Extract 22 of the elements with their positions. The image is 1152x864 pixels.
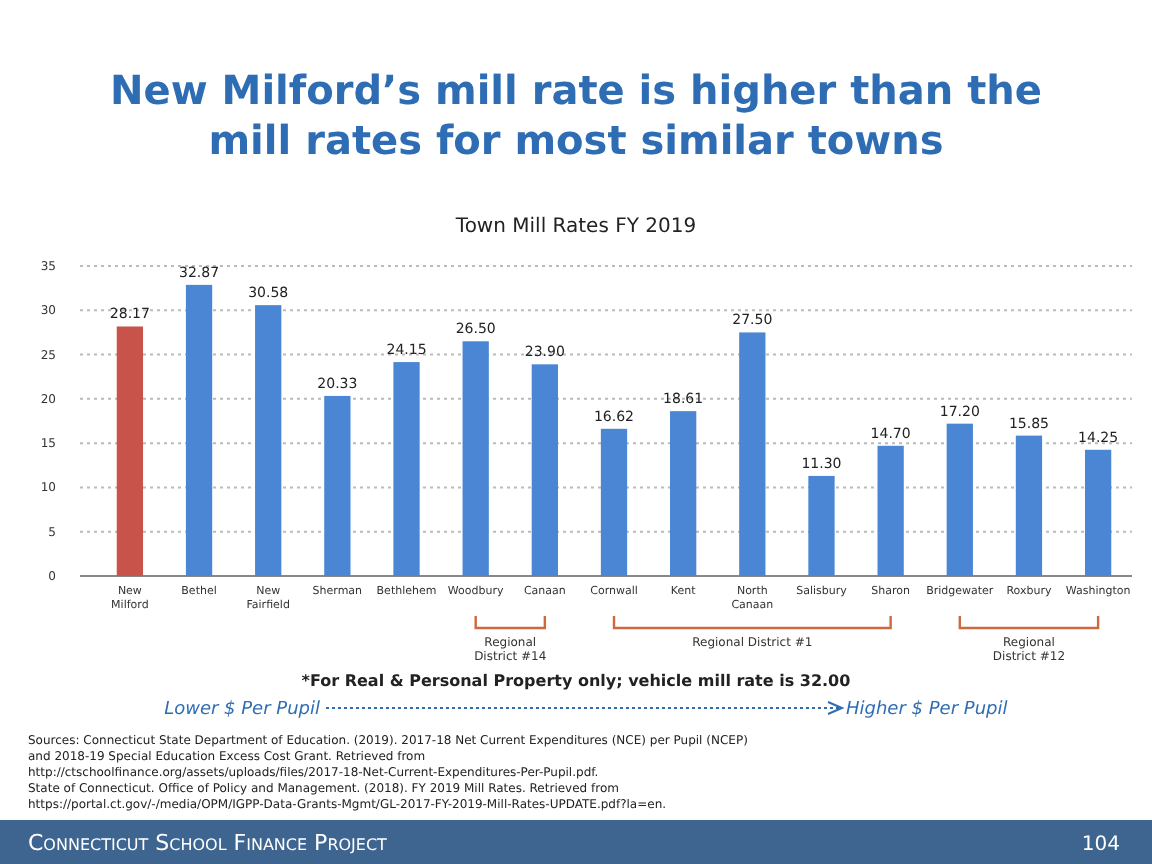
text: Connecticut School Finance Project — [28, 830, 388, 856]
bar — [808, 475, 835, 576]
bar — [393, 362, 420, 576]
chart-title: New Milford’s mill rate is higher than the mill rates for most similar towns — [110, 66, 1042, 164]
bar — [1084, 449, 1112, 576]
bar — [255, 305, 282, 576]
bar — [877, 445, 904, 576]
chart-subtitle: Town Mill Rates FY 2019 — [453, 216, 697, 238]
bar — [462, 341, 489, 576]
bar — [1015, 435, 1043, 576]
bar — [531, 364, 558, 576]
text: Lower $ Per Pupil — [164, 700, 321, 720]
text: 104 — [1081, 834, 1120, 856]
bar — [185, 284, 213, 576]
bar — [670, 411, 697, 576]
bar — [946, 423, 973, 576]
bar — [600, 428, 628, 576]
bar — [739, 332, 766, 576]
bar — [324, 395, 351, 576]
text: *For Real & Personal Property only; vehicle mill rate is 32.00 — [301, 672, 852, 690]
text: Higher $ Per Pupil — [846, 700, 1009, 720]
bar — [116, 326, 144, 576]
